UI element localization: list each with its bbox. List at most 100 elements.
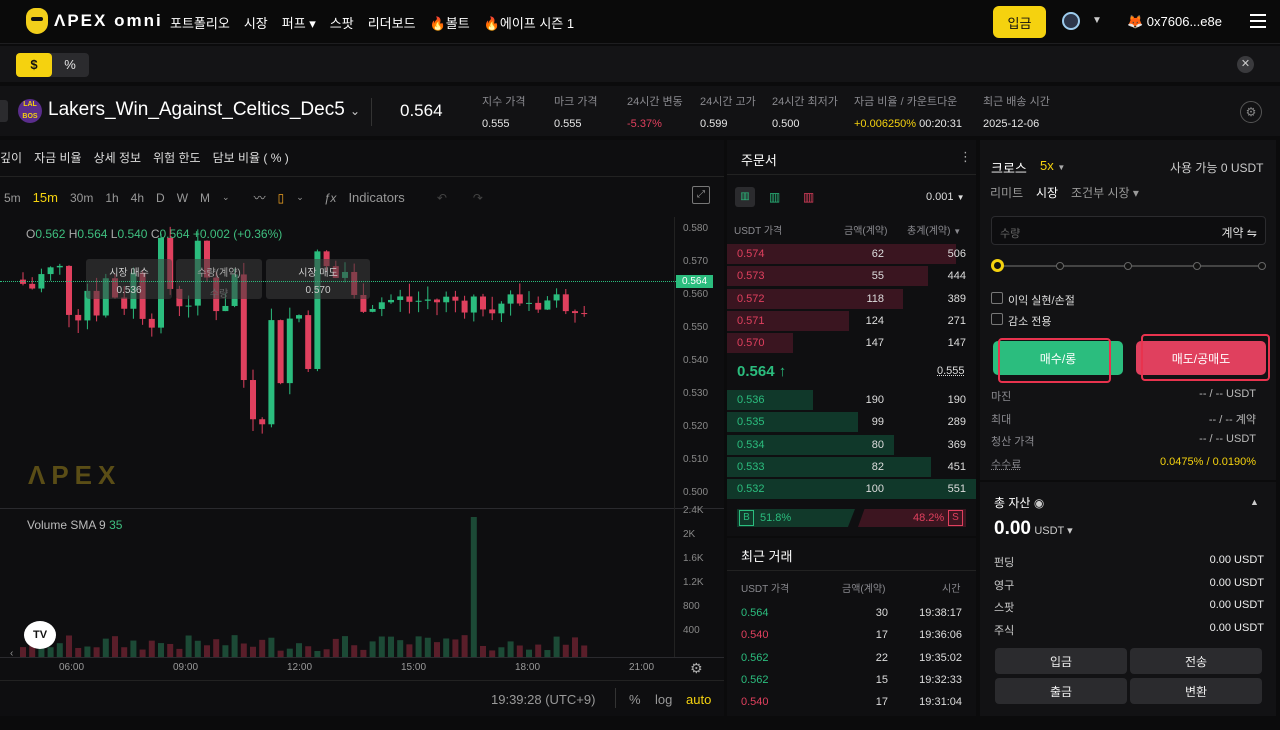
view-both-icon[interactable]: ▥: [735, 187, 755, 207]
chevron-down-icon[interactable]: ▼: [1092, 15, 1102, 26]
ask-row[interactable]: 0.574 62 506: [727, 243, 976, 265]
fx-icon[interactable]: ƒx: [323, 190, 337, 205]
ask-row[interactable]: 0.572 118 389: [727, 288, 976, 310]
collapse-icon[interactable]: ▲: [1250, 497, 1259, 507]
market-sell-box[interactable]: 시장 매도 0.570: [266, 259, 370, 299]
candle-body: [526, 302, 532, 304]
candle-body: [305, 315, 312, 369]
chevron-down-icon[interactable]: ⌄: [222, 192, 230, 202]
nav-ape-season[interactable]: 🔥에이프 시즌 1: [483, 16, 575, 31]
nav-vault[interactable]: 🔥볼트: [429, 16, 470, 31]
tf-5m[interactable]: 5m: [4, 190, 21, 205]
candle-body: [553, 294, 560, 301]
candle-body: [185, 305, 192, 307]
tf-M[interactable]: M: [200, 190, 211, 205]
tf-W[interactable]: W: [176, 190, 189, 205]
dollar-toggle[interactable]: $: [16, 53, 52, 77]
time-axis[interactable]: 06:00 09:00 12:00 15:00 18:00 21:00: [0, 657, 724, 677]
tradingview-logo[interactable]: TV: [24, 621, 56, 649]
tab-depth[interactable]: 깊이: [0, 151, 23, 165]
eye-icon[interactable]: ◉: [1033, 496, 1045, 510]
bid-row[interactable]: 0.532 100 551: [727, 478, 976, 500]
scroll-left-icon[interactable]: ‹: [10, 648, 14, 659]
market-symbol[interactable]: Lakers_Win_Against_Celtics_Dec5 ⌄: [48, 99, 360, 121]
assets-convert-button[interactable]: 변환: [1130, 678, 1262, 704]
more-icon[interactable]: ⋮: [959, 149, 972, 164]
market-buy-box[interactable]: 시장 매수 0.536: [86, 259, 172, 299]
reduce-only-checkbox[interactable]: [991, 313, 1003, 325]
log-scale-button[interactable]: log: [655, 692, 673, 707]
candle-body: [369, 308, 376, 312]
tpsl-checkbox[interactable]: [991, 292, 1003, 304]
tab-risk-limit[interactable]: 위험 한도: [153, 151, 201, 165]
percent-scale-button[interactable]: %: [629, 692, 641, 707]
nav-perp[interactable]: 퍼프 ▾: [281, 16, 316, 31]
nav-market[interactable]: 시장: [243, 16, 268, 31]
close-icon[interactable]: ✕: [1237, 56, 1254, 73]
price-axis[interactable]: 0.580 0.570 0.560 0.550 0.540 0.530 0.520 0.510…: [674, 217, 724, 657]
arbitrum-icon[interactable]: [1062, 12, 1080, 30]
apex-logo[interactable]: ΛPEX omni: [26, 8, 163, 34]
bid-row[interactable]: 0.536 190 190: [727, 389, 976, 411]
tick-size-select[interactable]: 0.001 ▼: [926, 191, 965, 203]
chevron-down-icon[interactable]: ⌄: [296, 192, 304, 202]
tf-D[interactable]: D: [156, 190, 165, 205]
tf-1h[interactable]: 1h: [105, 190, 119, 205]
order-form-panel: 크로스 5x ▼ 사용 가능 0 USDT 리미트 시장 조건부 시장 ▾ 수량…: [980, 140, 1276, 480]
qty-box[interactable]: 수량(계약) 수량: [176, 259, 262, 300]
order-type-limit[interactable]: 리미트: [990, 186, 1024, 200]
assets-withdraw-button[interactable]: 출금: [995, 678, 1127, 704]
bid-row[interactable]: 0.533 82 451: [727, 456, 976, 478]
buy-long-button[interactable]: 매수/롱: [993, 341, 1123, 375]
wallet-address[interactable]: 🦊 0x7606...e8e: [1127, 14, 1222, 29]
ask-row[interactable]: 0.573 55 444: [727, 265, 976, 287]
qty-unit-toggle[interactable]: 계약 ⇋: [1221, 226, 1257, 240]
settings-icon[interactable]: ⚙: [1240, 101, 1262, 123]
assets-transfer-button[interactable]: 전송: [1130, 648, 1262, 674]
undo-icon[interactable]: ↶: [436, 190, 447, 205]
fullscreen-icon[interactable]: ⤢: [692, 186, 710, 204]
bid-row[interactable]: 0.534 80 369: [727, 434, 976, 456]
tf-30m[interactable]: 30m: [69, 190, 94, 205]
leverage-select[interactable]: 5x ▼: [1040, 158, 1066, 173]
tf-15m[interactable]: 15m: [32, 190, 58, 205]
tab-collateral[interactable]: 담보 비율 ( % ): [212, 151, 289, 165]
nav-spot[interactable]: 스팟: [329, 16, 354, 31]
ask-row[interactable]: 0.570 147 147: [727, 332, 976, 354]
auto-scale-button[interactable]: auto: [686, 692, 712, 707]
view-asks-icon[interactable]: ▥: [803, 190, 815, 204]
volume-bar: [443, 638, 450, 657]
collapse-handle[interactable]: [0, 100, 8, 122]
tab-details[interactable]: 상세 정보: [93, 151, 142, 165]
quantity-input[interactable]: 수량 계약 ⇋: [991, 216, 1266, 245]
menu-icon[interactable]: [1250, 14, 1266, 28]
order-type-conditional[interactable]: 조건부 시장 ▾: [1071, 186, 1139, 200]
tab-funding-rate[interactable]: 자금 비율: [34, 151, 82, 165]
nav-portfolio[interactable]: 포트폴리오: [170, 16, 230, 31]
amount: 147: [865, 337, 884, 350]
candle-body: [259, 419, 266, 425]
indicators-button[interactable]: Indicators: [348, 190, 405, 205]
sell-short-button[interactable]: 매도/공매도: [1136, 341, 1266, 375]
chart-settings-icon[interactable]: ⚙: [690, 660, 703, 676]
order-type-market[interactable]: 시장: [1036, 186, 1059, 200]
pane-divider: [0, 508, 724, 509]
nav-leaderboard[interactable]: 리더보드: [367, 16, 416, 31]
volume-bar: [167, 643, 174, 657]
value: 0.00 USDT: [1209, 599, 1264, 611]
margin-mode[interactable]: 크로스: [991, 161, 1027, 176]
percent-toggle[interactable]: %: [64, 57, 76, 72]
amount: 118: [866, 292, 884, 305]
tf-4h[interactable]: 4h: [130, 190, 145, 205]
candle-icon[interactable]: ▯: [277, 190, 285, 205]
assets-deposit-button[interactable]: 입금: [995, 648, 1127, 674]
deposit-button[interactable]: 입금: [993, 6, 1046, 38]
view-bids-icon[interactable]: ▥: [769, 190, 781, 204]
bid-row[interactable]: 0.535 99 289: [727, 411, 976, 433]
qty-slider-handle[interactable]: [991, 259, 1004, 272]
line-chart-icon[interactable]: 〰: [253, 191, 266, 205]
ask-row[interactable]: 0.571 124 271: [727, 310, 976, 332]
redo-icon[interactable]: ↷: [472, 190, 483, 205]
value: 0.00 USDT: [1209, 621, 1264, 634]
volume-bar: [259, 639, 266, 657]
